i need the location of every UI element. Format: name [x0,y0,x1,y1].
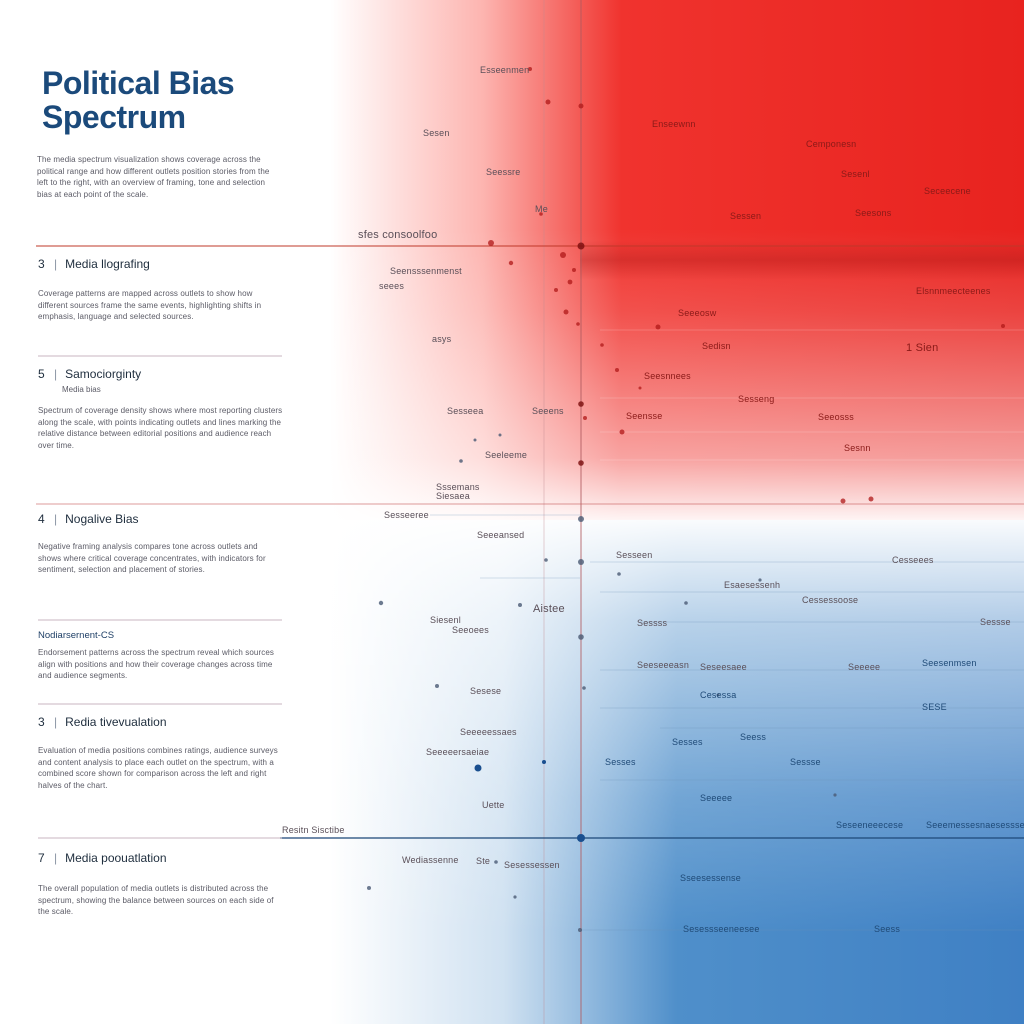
viz-label: Sssemans [436,482,480,492]
viz-label: Sesses [672,737,703,747]
viz-label: Seseesaee [700,662,747,672]
section-title: Nogalive Bias [65,512,139,526]
viz-label: Sesessseeneesee [683,924,760,934]
section-body: The overall population of media outlets … [38,884,274,916]
title-line-1: Political Bias [42,65,235,101]
viz-label: Sesessessen [504,860,560,870]
section-title: Samociorginty [65,367,142,381]
section-body: Endorsement patterns across the spectrum… [38,648,274,680]
intro-text: The media spectrum visualization shows c… [37,155,270,199]
viz-label: Cessessoose [802,595,859,605]
viz-label: Esaesessenh [724,580,781,590]
viz-label: Sedisn [702,341,731,351]
viz-label: Seeoees [452,625,489,635]
viz-label: Seseeneeecese [836,820,904,830]
viz-label: Resitn Sisctibe [282,825,345,835]
viz-label: Seeosss [818,412,854,422]
viz-label: Esseenmen [480,65,530,75]
viz-label: Ste [476,856,491,866]
viz-label: Cesessa [700,690,737,700]
viz-label: Sesseng [738,394,775,404]
viz-label: Seensse [626,411,663,421]
viz-label: Seeeeersaeiae [426,747,490,757]
viz-label: Sesseen [616,550,653,560]
left-bias-fade [330,0,1024,520]
viz-label: Cesseees [892,555,934,565]
section-plain-heading: Nodiarsernent-CS [38,630,115,641]
section-body: Evaluation of media positions combines r… [38,746,278,790]
section-title: Redia tivevualation [65,715,167,729]
viz-label: Elsnnmeecteenes [916,286,991,296]
viz-label: Sseesessense [680,873,741,883]
viz-label: seees [379,281,405,291]
viz-label: Seeeee [700,793,733,803]
left-bias-band [580,240,1024,280]
viz-label: Sesese [470,686,502,696]
viz-label: Sesenl [841,169,870,179]
section-heading: 3 | Media llografing [38,257,150,271]
viz-label: Seceecene [924,186,971,196]
viz-label: Seeeee [848,662,881,672]
viz-label: Sessse [790,757,821,767]
viz-label: Seeeeessaes [460,727,517,737]
viz-label: Seeeosw [678,308,717,318]
section-number: 7 [38,851,45,865]
viz-label: Seeemessesnaesessse [926,820,1024,830]
viz-label: Sesses [605,757,636,767]
viz-label: Seesnnees [644,371,691,381]
section-heading: 5 | Samociorginty [38,367,142,381]
viz-label: Wediassenne [402,855,459,865]
viz-label: Sesen [423,128,450,138]
viz-label: Siesaea [436,491,470,501]
viz-label: Cemponesn [806,139,857,149]
section-subtitle: Media bias [62,385,101,394]
viz-label: Sesseeree [384,510,429,520]
section-body: Coverage patterns are mapped across outl… [38,289,262,321]
section-heading: 4 | Nogalive Bias [38,512,139,526]
viz-label: Seess [740,732,767,742]
viz-label: Me [535,204,548,214]
viz-label: Uette [482,800,505,810]
viz-label: Seessre [486,167,521,177]
viz-label: asys [432,334,452,344]
page-title: Political Bias Spectrum [42,66,302,134]
viz-label: Enseewnn [652,119,696,129]
viz-label: Seeeansed [477,530,525,540]
viz-label: Seensssenmenst [390,266,462,276]
viz-label: Sesnn [844,443,871,453]
viz-label: Seesenmsen [922,658,977,668]
section-number: 5 [38,367,45,381]
viz-label: Seeleeme [485,450,528,460]
viz-label: Sessse [980,617,1011,627]
section-heading: 7 | Media poouatlation [38,851,167,865]
viz-label: Sessen [730,211,762,221]
section-title: Media llografing [65,257,150,271]
section-body: Spectrum of coverage density shows where… [38,406,283,450]
viz-label: Siesenl [430,615,461,625]
section-title: Media poouatlation [65,851,167,865]
viz-label: Sesseea [447,406,484,416]
viz-label: Seeens [532,406,564,416]
viz-label: Seesons [855,208,892,218]
section-number: 4 [38,512,45,526]
viz-label: SESE [922,702,947,712]
viz-label: Seess [874,924,901,934]
right-bias-fade [330,520,1024,1024]
section-number: 3 [38,715,45,729]
viz-label: sfes consoolfoo [358,229,438,241]
viz-label: 1 Sien [906,342,939,354]
viz-label: Aistee [533,603,565,615]
title-line-2: Spectrum [42,99,186,135]
viz-label: Seeseeeasn [637,660,690,670]
section-body: Negative framing analysis compares tone … [38,542,266,574]
section-number: 3 [38,257,45,271]
section-heading: 3 | Redia tivevualation [38,715,167,729]
viz-label: Sessss [637,618,668,628]
